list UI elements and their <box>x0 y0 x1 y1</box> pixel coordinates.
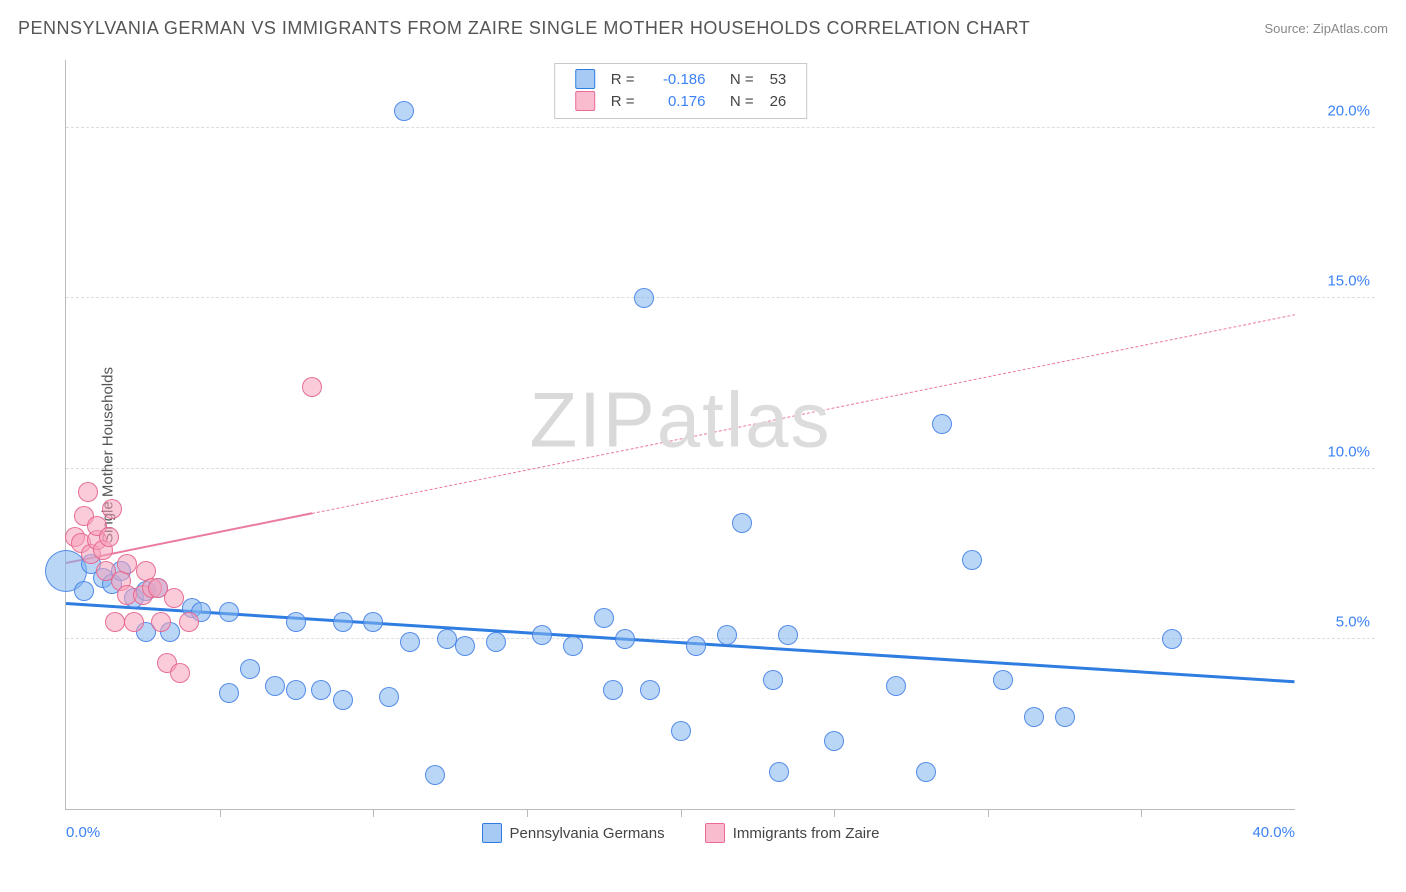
data-point <box>763 670 783 690</box>
data-point <box>302 377 322 397</box>
data-point <box>102 499 122 519</box>
legend-label-pink: Immigrants from Zaire <box>733 825 880 842</box>
data-point <box>993 670 1013 690</box>
data-point <box>164 588 184 608</box>
x-tick <box>988 809 989 817</box>
correlation-legend: R = -0.186 N = 53 R = 0.176 N = 26 <box>554 63 808 119</box>
data-point <box>634 288 654 308</box>
data-point <box>603 680 623 700</box>
plot-region: ZIPatlas R = -0.186 N = 53 R = 0.176 N =… <box>65 60 1295 810</box>
data-point <box>240 659 260 679</box>
x-tick <box>527 809 528 817</box>
data-point <box>594 608 614 628</box>
data-point <box>1162 629 1182 649</box>
data-point <box>105 612 125 632</box>
data-point <box>78 482 98 502</box>
chart-title: PENNSYLVANIA GERMAN VS IMMIGRANTS FROM Z… <box>18 18 1030 39</box>
data-point <box>532 625 552 645</box>
data-point <box>425 765 445 785</box>
legend-item-blue: Pennsylvania Germans <box>482 823 665 843</box>
data-point <box>769 762 789 782</box>
watermark-atlas: atlas <box>657 375 832 463</box>
swatch-pink <box>575 91 595 111</box>
data-point <box>1024 707 1044 727</box>
gridline <box>66 127 1375 128</box>
data-point <box>394 101 414 121</box>
x-tick <box>681 809 682 817</box>
data-point <box>486 632 506 652</box>
data-point <box>615 629 635 649</box>
data-point <box>333 612 353 632</box>
legend-row-pink: R = 0.176 N = 26 <box>567 90 795 112</box>
data-point <box>74 581 94 601</box>
data-point <box>1055 707 1075 727</box>
n-label: N = <box>713 68 761 90</box>
r-value-pink: 0.176 <box>642 90 713 112</box>
r-value-blue: -0.186 <box>642 68 713 90</box>
gridline <box>66 297 1375 298</box>
data-point <box>563 636 583 656</box>
gridline <box>66 468 1375 469</box>
data-point <box>671 721 691 741</box>
y-tick-label: 5.0% <box>1336 613 1375 630</box>
data-point <box>916 762 936 782</box>
watermark: ZIPatlas <box>529 374 831 465</box>
y-tick-label: 20.0% <box>1327 103 1375 120</box>
legend-item-pink: Immigrants from Zaire <box>705 823 880 843</box>
data-point <box>778 625 798 645</box>
data-point <box>686 636 706 656</box>
data-point <box>117 554 137 574</box>
data-point <box>151 612 171 632</box>
data-point <box>170 663 190 683</box>
x-tick <box>373 809 374 817</box>
watermark-zip: ZIP <box>529 375 656 463</box>
legend-row-blue: R = -0.186 N = 53 <box>567 68 795 90</box>
data-point <box>640 680 660 700</box>
trend-line <box>312 314 1295 514</box>
n-label: N = <box>713 90 761 112</box>
data-point <box>219 602 239 622</box>
x-tick-label: 40.0% <box>1252 824 1295 841</box>
chart-area: Single Mother Households ZIPatlas R = -0… <box>50 60 1380 850</box>
data-point <box>732 513 752 533</box>
y-tick-label: 10.0% <box>1327 443 1375 460</box>
legend-label-blue: Pennsylvania Germans <box>510 825 665 842</box>
data-point <box>333 690 353 710</box>
data-point <box>363 612 383 632</box>
swatch-blue <box>575 69 595 89</box>
data-point <box>286 612 306 632</box>
data-point <box>311 680 331 700</box>
n-value-blue: 53 <box>762 68 795 90</box>
data-point <box>455 636 475 656</box>
data-point <box>962 550 982 570</box>
swatch-blue <box>482 823 502 843</box>
data-point <box>379 687 399 707</box>
x-tick <box>834 809 835 817</box>
n-value-pink: 26 <box>762 90 795 112</box>
data-point <box>932 414 952 434</box>
series-legend: Pennsylvania Germans Immigrants from Zai… <box>66 823 1295 847</box>
swatch-pink <box>705 823 725 843</box>
data-point <box>437 629 457 649</box>
data-point <box>286 680 306 700</box>
x-tick-label: 0.0% <box>66 824 100 841</box>
data-point <box>124 612 144 632</box>
y-tick-label: 15.0% <box>1327 273 1375 290</box>
data-point <box>886 676 906 696</box>
r-label: R = <box>603 68 643 90</box>
x-tick <box>1141 809 1142 817</box>
data-point <box>99 527 119 547</box>
data-point <box>824 731 844 751</box>
chart-source: Source: ZipAtlas.com <box>1264 21 1388 36</box>
r-label: R = <box>603 90 643 112</box>
data-point <box>219 683 239 703</box>
data-point <box>179 612 199 632</box>
data-point <box>400 632 420 652</box>
data-point <box>265 676 285 696</box>
x-tick <box>220 809 221 817</box>
data-point <box>717 625 737 645</box>
